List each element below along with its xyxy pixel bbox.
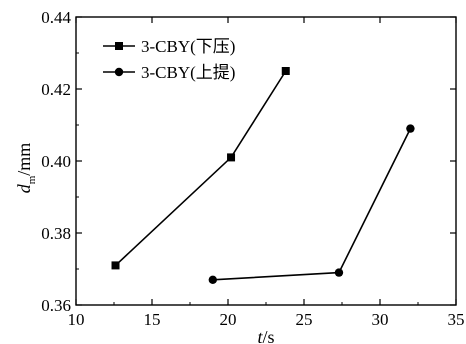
series-1 bbox=[111, 67, 290, 270]
x-tick-label: 25 bbox=[296, 310, 313, 329]
x-tick-label: 15 bbox=[144, 310, 161, 329]
y-axis-label-subscript: m bbox=[26, 175, 38, 184]
y-tick-label: 0.38 bbox=[41, 224, 71, 243]
x-axis-label-italic: t bbox=[257, 327, 263, 344]
data-point bbox=[281, 67, 290, 75]
legend-label: 3-CBY(下压) bbox=[141, 37, 235, 56]
series-line bbox=[114, 70, 287, 266]
legend-label: 3-CBY(上提) bbox=[141, 63, 235, 82]
x-tick-label: 10 bbox=[68, 310, 85, 329]
data-point bbox=[406, 124, 415, 133]
x-tick-label: 35 bbox=[448, 310, 465, 329]
legend-marker bbox=[114, 67, 124, 77]
x-axis-label: t/s bbox=[257, 327, 274, 344]
y-tick-label: 0.36 bbox=[41, 296, 71, 315]
x-tick-label: 20 bbox=[220, 310, 237, 329]
series-layer bbox=[111, 67, 415, 284]
series-line bbox=[212, 128, 412, 281]
plot-frame bbox=[75, 16, 457, 306]
y-tick-label: 0.42 bbox=[41, 80, 71, 99]
data-point bbox=[111, 261, 120, 270]
data-point bbox=[227, 153, 236, 162]
series-2 bbox=[208, 124, 415, 284]
data-point bbox=[334, 268, 344, 277]
y-axis-label-italic: d bbox=[14, 183, 34, 193]
legend-item-2: 3-CBY(上提) bbox=[103, 63, 235, 82]
legend-marker bbox=[115, 42, 123, 50]
x-axis-label-unit: /s bbox=[263, 327, 275, 344]
y-tick-label: 0.40 bbox=[41, 152, 71, 171]
x-tick-label: 30 bbox=[372, 310, 389, 329]
legend-item-1: 3-CBY(下压) bbox=[103, 37, 235, 56]
y-axis-label: dm/mm bbox=[14, 143, 38, 194]
y-tick-label: 0.44 bbox=[41, 8, 71, 27]
axes bbox=[75, 16, 457, 306]
legend: 3-CBY(下压) 3-CBY(上提) bbox=[103, 37, 235, 82]
ticks: 10 15 20 25 30 35 0.36 0.38 0.40 0.42 0.44 bbox=[41, 8, 464, 329]
data-point bbox=[208, 275, 217, 284]
y-axis-label-unit: /mm bbox=[14, 143, 34, 176]
